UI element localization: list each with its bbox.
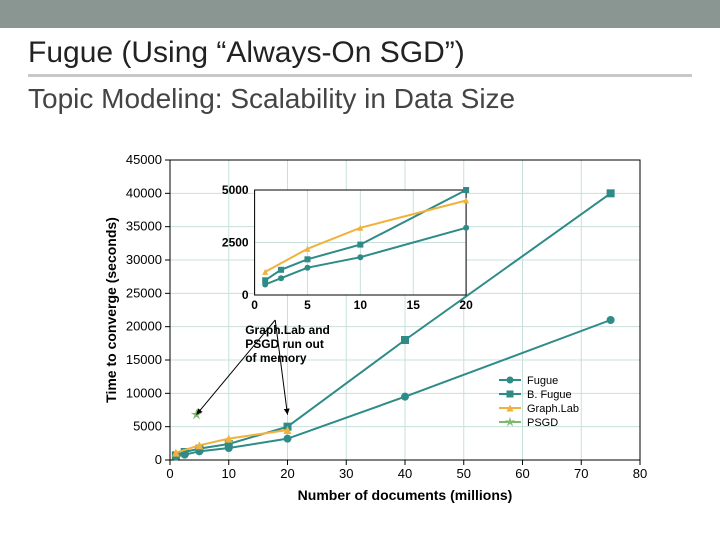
svg-text:0: 0 <box>166 466 173 481</box>
svg-text:60: 60 <box>515 466 529 481</box>
title-underline <box>28 74 692 77</box>
svg-text:2500: 2500 <box>222 236 249 250</box>
svg-text:Time to converge (seconds): Time to converge (seconds) <box>103 217 119 403</box>
svg-text:15000: 15000 <box>126 352 162 367</box>
svg-text:20000: 20000 <box>126 319 162 334</box>
svg-text:PSGD run out: PSGD run out <box>245 337 324 351</box>
svg-text:of memory: of memory <box>245 351 307 365</box>
svg-text:15: 15 <box>407 298 421 312</box>
svg-text:0: 0 <box>242 288 249 302</box>
svg-text:10: 10 <box>222 466 236 481</box>
svg-text:20: 20 <box>459 298 473 312</box>
svg-text:0: 0 <box>155 452 162 467</box>
svg-text:80: 80 <box>633 466 647 481</box>
svg-text:40: 40 <box>398 466 412 481</box>
svg-text:B. Fugue: B. Fugue <box>527 389 572 401</box>
svg-text:10: 10 <box>354 298 368 312</box>
svg-text:35000: 35000 <box>126 219 162 234</box>
svg-text:5000: 5000 <box>222 183 249 197</box>
header-bar <box>0 0 720 28</box>
svg-text:5000: 5000 <box>133 419 162 434</box>
svg-text:5: 5 <box>304 298 311 312</box>
page-title: Fugue (Using “Always-On SGD”) <box>28 36 720 70</box>
svg-text:Graph.Lab: Graph.Lab <box>527 403 579 415</box>
svg-text:Fugue: Fugue <box>527 375 558 387</box>
svg-text:20: 20 <box>280 466 294 481</box>
chart-container: 0102030405060708005000100001500020000250… <box>100 150 660 510</box>
svg-text:30000: 30000 <box>126 252 162 267</box>
svg-text:Graph.Lab and: Graph.Lab and <box>245 323 330 337</box>
svg-text:50: 50 <box>457 466 471 481</box>
svg-text:45000: 45000 <box>126 152 162 167</box>
line-chart: 0102030405060708005000100001500020000250… <box>100 150 660 510</box>
svg-text:30: 30 <box>339 466 353 481</box>
svg-text:70: 70 <box>574 466 588 481</box>
svg-text:40000: 40000 <box>126 185 162 200</box>
svg-text:10000: 10000 <box>126 385 162 400</box>
svg-text:Number of documents (millions): Number of documents (millions) <box>298 487 513 503</box>
svg-text:25000: 25000 <box>126 285 162 300</box>
page-subtitle: Topic Modeling: Scalability in Data Size <box>28 83 720 115</box>
svg-text:0: 0 <box>251 298 258 312</box>
svg-text:PSGD: PSGD <box>527 417 558 429</box>
